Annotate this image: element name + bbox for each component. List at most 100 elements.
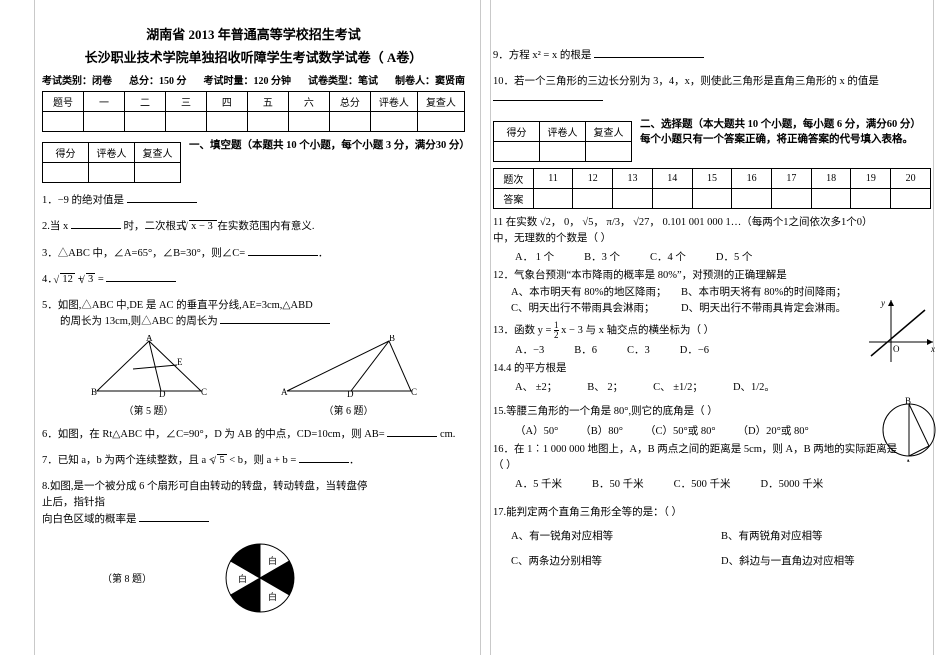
q3-text: 3．△ABC 中，∠A=65°，∠B=30°，则∠C=: [42, 248, 245, 259]
score2-h2: 评卷人: [540, 121, 586, 141]
q15-a: （A）50°: [515, 423, 558, 438]
circle-figure: B A: [879, 396, 939, 462]
at-15: 15: [692, 168, 732, 188]
th-6: 六: [288, 92, 329, 112]
q15-d: （D）20°或 80°: [738, 423, 809, 438]
q9-blank: [594, 48, 704, 58]
cell: [613, 188, 653, 208]
radical-icon: √3: [86, 273, 95, 285]
q16-c: C．500 千米: [674, 476, 731, 491]
cell: [43, 112, 84, 132]
cell: [494, 141, 540, 161]
th-num: 题号: [43, 92, 84, 112]
q15-c: （C）50°或 80°: [645, 423, 716, 438]
q9-text: 9．方程 x² = x 的根是: [493, 50, 591, 61]
at-20: 20: [891, 168, 931, 188]
figure-6: B A C D: [279, 335, 419, 399]
figure-8-pie: 白 白 白: [222, 540, 298, 616]
q16: 16．在 1︰1 000 000 地图上，A，B 两点之间的距离是 5cm，则 …: [493, 442, 931, 475]
meta-form: 试卷类型：笔试: [308, 72, 378, 87]
q5-l1: 5．如图,△ABC 中,DE 是 AC 的垂直平分线,AE=3cm,△ABD: [42, 298, 465, 314]
svg-text:y: y: [880, 298, 885, 308]
svg-text:B: B: [389, 335, 395, 343]
score2-h3: 复查人: [586, 121, 632, 141]
cell: [288, 112, 329, 132]
title-line2: 长沙职业技术学院单独招收听障学生考试数学试卷（ A卷）: [42, 47, 465, 66]
q6-blank: [387, 427, 437, 437]
left-column: 湖南省 2013 年普通高等学校招生考试 长沙职业技术学院单独招收听障学生考试数…: [0, 0, 475, 655]
svg-text:B: B: [91, 387, 97, 397]
cell: [83, 112, 124, 132]
at-19: 19: [851, 168, 891, 188]
meta-total: 总分：150 分: [129, 72, 187, 87]
at-17: 17: [772, 168, 812, 188]
q7-post: < b，则 a + b =: [229, 455, 296, 466]
svg-text:D: D: [347, 389, 354, 399]
q11-a: A． 1 个: [515, 249, 554, 264]
q2-mid: 时，二次根式: [124, 221, 187, 232]
q3-blank: [248, 246, 318, 256]
svg-text:B: B: [905, 396, 911, 406]
svg-text:A: A: [281, 387, 288, 397]
q4: 4． √12 + √3 =: [42, 272, 465, 288]
q17-d: D、斜边与一直角边对应相等: [721, 554, 931, 570]
cell: [573, 188, 613, 208]
q8: 8.如图,是一个被分成 6 个扇形可自由转动的转盘，转动转盘，当转盘停止后，指针…: [42, 479, 465, 528]
at-h: 题次: [494, 168, 534, 188]
q14-c: C、 ±1/2；: [653, 379, 703, 394]
q11-i2: √5: [582, 217, 593, 228]
svg-text:O: O: [893, 344, 900, 354]
cell: [732, 188, 772, 208]
q13-c: C．3: [627, 342, 650, 357]
svg-text:D: D: [159, 389, 166, 399]
meta-time: 考试时量：120 分钟: [204, 72, 292, 87]
pie-label-white: 白: [268, 555, 277, 566]
q11-pre: 11 在实数: [493, 217, 537, 228]
fig-row-56: A B C D E （第 5 题） B A C D （第 6 题）: [42, 335, 465, 417]
q2-blank1: [71, 219, 121, 229]
q11-i4: √27: [633, 217, 649, 228]
q16-d: D．5000 千米: [761, 476, 824, 491]
q5: 5．如图,△ABC 中,DE 是 AC 的垂直平分线,AE=3cm,△ABD 的…: [42, 298, 465, 331]
cell: [89, 163, 135, 183]
q10-l1: 10．若一个三角形的三边长分别为 3，4，x，则使此三角形是直角三角形的 x 的…: [493, 74, 931, 90]
exam-meta: 考试类别：闭卷 总分：150 分 考试时量：120 分钟 试卷类型：笔试 制卷人…: [42, 72, 465, 87]
q12-l1: 12．气象台预测“本市降雨的概率是 80%”，对预测的正确理解是: [493, 268, 851, 284]
q8-l2: 向白色区域的概率是: [42, 514, 137, 525]
cell: [533, 188, 573, 208]
svg-text:E: E: [177, 357, 183, 367]
cell: [43, 163, 89, 183]
q7-blank: [299, 453, 349, 463]
pie-label-white: 白: [268, 591, 277, 602]
main-table: 题号 一 二 三 四 五 六 总分 评卷人 复查人: [42, 91, 465, 132]
q11-b: B．3 个: [584, 249, 620, 264]
q11-i1: 0: [564, 217, 569, 228]
q12-c: C、明天出行不带雨具会淋雨；: [511, 301, 681, 317]
q15: 15.等腰三角形的一个角是 80°,则它的底角是（ ）: [493, 404, 931, 420]
at-18: 18: [811, 168, 851, 188]
q14-opts: A、 ±2； B、 2； C、 ±1/2； D、1/2。: [493, 379, 931, 394]
q9: 9．方程 x² = x 的根是: [493, 48, 931, 64]
q6-text: 6．如图，在 Rt△ABC 中，∠C=90°，D 为 AB 的中点，CD=10c…: [42, 429, 385, 440]
score-h1: 得分: [43, 143, 89, 163]
th-5: 五: [247, 92, 288, 112]
cell: [772, 188, 812, 208]
q5-l2: 的周长为 13cm,则△ABC 的周长为: [60, 316, 218, 327]
q11-opts: A． 1 个 B．3 个 C．4 个 D．5 个: [493, 249, 931, 264]
q13-a: A．−3: [515, 342, 544, 357]
at-11: 11: [533, 168, 573, 188]
cell: [891, 188, 931, 208]
radical-icon: √ x − 3: [189, 220, 217, 232]
q12-b: B、本市明天将有 80%的时间降雨；: [681, 285, 851, 301]
th-tot: 总分: [329, 92, 370, 112]
q11-d: D．5 个: [716, 249, 752, 264]
radical-icon: √5: [217, 454, 226, 466]
q11-i5: 0.101 001 000 1…（每两个1之间依次多1个0）: [663, 217, 873, 228]
q7-rad: 5: [219, 455, 224, 466]
svg-text:C: C: [201, 387, 207, 397]
q8-blank: [139, 512, 209, 522]
q13-den: 2: [554, 331, 559, 340]
fig6-label: （第 6 题）: [279, 402, 419, 417]
q16-opts: A．5 千米 B．50 千米 C．500 千米 D．5000 千米: [493, 476, 931, 491]
score-h3: 复查人: [135, 143, 181, 163]
